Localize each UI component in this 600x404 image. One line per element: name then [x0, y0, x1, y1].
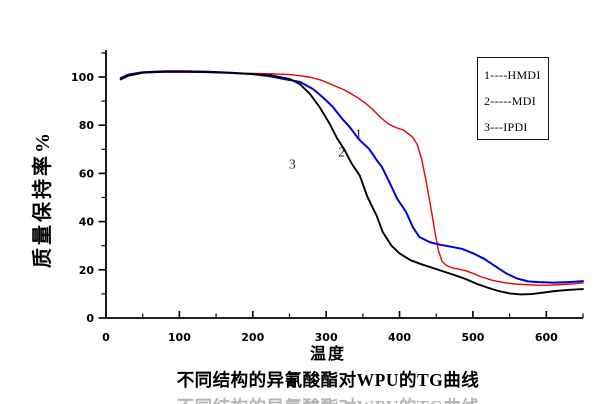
legend-box: 1----HMDI 2-----MDI 3---IPDI [477, 57, 549, 140]
y-axis-title: 质量保持率% [32, 130, 54, 268]
figure-caption: 不同结构的异氰酸酯对WPU的TG曲线 [176, 370, 480, 390]
legend-item-mdi: 2-----MDI [484, 94, 537, 108]
curve-hmdi [119, 71, 584, 286]
curve-ipdi [119, 70, 584, 296]
y-tick-label: 0 [86, 312, 94, 325]
curve-number-label-3: 3 [289, 157, 296, 172]
legend-item-hmdi: 1----HMDI [484, 68, 541, 82]
x-tick-label: 300 [315, 331, 338, 344]
x-tick-label: 500 [461, 331, 484, 344]
x-tick-label: 600 [535, 331, 558, 344]
clipped-caption: 不同结构的异氰酸酯对WPU的TG曲线 [28, 397, 600, 404]
x-axis-title: 温度 [309, 346, 346, 363]
x-tick-label: 0 [102, 331, 110, 344]
y-tick-label: 60 [79, 167, 95, 180]
y-tick-label: 80 [79, 119, 95, 132]
x-tick-label: 400 [388, 331, 411, 344]
curve-number-label-2: 2 [338, 145, 345, 160]
legend-item-ipdi: 3---IPDI [484, 120, 528, 134]
y-tick-label: 20 [79, 264, 95, 277]
y-tick-label: 100 [71, 71, 94, 84]
curve-number-label-1: 1 [355, 126, 362, 141]
x-tick-label: 200 [241, 331, 264, 344]
y-tick-label: 40 [79, 216, 95, 229]
x-tick-label: 100 [168, 331, 191, 344]
